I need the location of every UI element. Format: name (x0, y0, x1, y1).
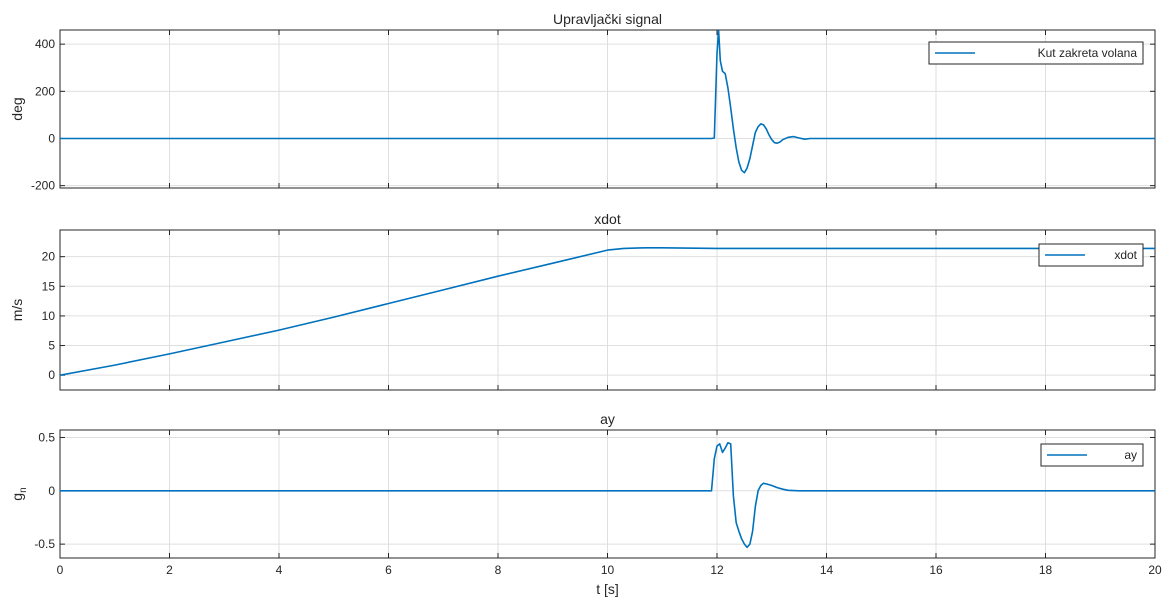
y-tick-label: 200 (35, 84, 55, 98)
x-axis-label: t [s] (596, 581, 619, 597)
legend: xdot (1038, 243, 1144, 267)
subplot-1: -200 0 200 400 Upravljački signal deg Kut zakr… (9, 11, 1156, 193)
axes-frame (59, 429, 1156, 559)
axes-frame (59, 29, 1156, 189)
y-axis-label: gn (9, 487, 29, 500)
legend-label: xdot (1114, 248, 1137, 262)
series-line-kut-zakreta-volana (60, 30, 1155, 174)
legend-box (928, 41, 1144, 65)
x-tick-label: 0 (57, 563, 64, 577)
x-tick-label: 16 (929, 563, 943, 577)
y-axis-label: deg (9, 97, 25, 120)
legend-label: Kut zakreta volana (1038, 46, 1138, 60)
y-tick-label: 0 (48, 484, 55, 498)
subplot-title: ay (600, 411, 615, 427)
subplot-2: 0 5 10 15 20 xdot m/s xdot (9, 211, 1156, 391)
x-tick-label: 18 (1039, 563, 1053, 577)
x-tick-label: 8 (495, 563, 502, 577)
y-tick-label: 20 (42, 250, 56, 264)
y-tick-label: 400 (35, 37, 55, 51)
legend-label: ay (1124, 448, 1137, 462)
x-tick-label: 20 (1148, 563, 1162, 577)
y-tick-label: 10 (42, 309, 56, 323)
y-tick-label: 0 (48, 131, 55, 145)
subplot-title: xdot (594, 211, 621, 227)
y-tick-label: -200 (31, 179, 55, 193)
x-tick-label: 4 (276, 563, 283, 577)
subplot-title: Upravljački signal (553, 11, 662, 27)
legend-box (1040, 443, 1144, 467)
legend: Kut zakreta volana (928, 41, 1144, 65)
legend-box (1038, 243, 1144, 267)
axes-frame (59, 229, 1156, 391)
series-line-ay (60, 441, 1155, 549)
y-axis-label: m/s (9, 299, 25, 322)
legend: ay (1040, 443, 1144, 467)
y-tick-label: -0.5 (34, 537, 55, 551)
x-tick-label: 2 (166, 563, 173, 577)
x-tick-label: 14 (820, 563, 834, 577)
x-tick-label: 12 (710, 563, 724, 577)
y-tick-label: 5 (48, 339, 55, 353)
x-tick-label: 10 (601, 563, 615, 577)
x-tick-label: 6 (385, 563, 392, 577)
y-tick-label: 0 (48, 368, 55, 382)
y-tick-label: 15 (42, 279, 56, 293)
series-line-xdot (60, 247, 1155, 376)
y-tick-label: 0.5 (38, 430, 55, 444)
